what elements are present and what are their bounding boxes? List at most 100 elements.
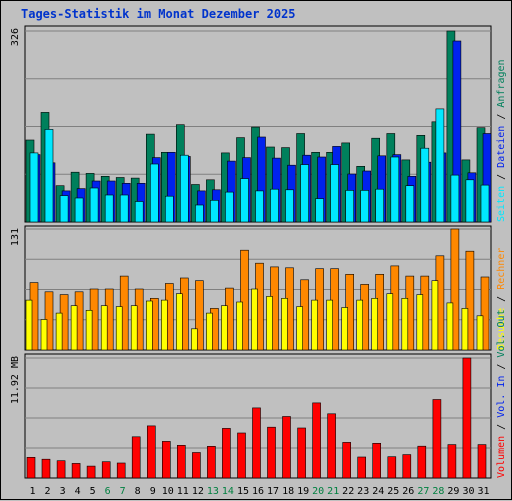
y-max-label: 131 [10, 228, 21, 246]
bar-besuche [40, 319, 48, 351]
x-tick-label: 21 [327, 486, 339, 497]
bar-seiten [270, 188, 279, 223]
bar-volumen [101, 461, 111, 479]
bar-seiten [300, 164, 309, 223]
bar-volumen [116, 462, 126, 479]
bar-seiten [465, 179, 475, 223]
bar-volumen [342, 442, 352, 479]
bar-besuche [146, 300, 153, 351]
x-tick-label: 19 [297, 486, 309, 497]
bar-volumen [327, 413, 336, 479]
x-tick-label: 8 [135, 486, 141, 497]
bar-volumen [402, 454, 412, 479]
x-tick-label: 6 [105, 486, 111, 497]
bar-besuche [206, 312, 213, 351]
bar-volumen [297, 427, 306, 479]
bar-besuche [431, 280, 439, 351]
bar-volumen [86, 465, 96, 479]
bar-besuche [191, 328, 198, 351]
bar-volumen [71, 463, 81, 479]
legend-entry: Seiten [496, 186, 507, 222]
x-tick-label: 17 [267, 486, 279, 497]
x-tick-label: 9 [150, 486, 156, 497]
x-tick-label: 10 [162, 486, 174, 497]
bar-seiten [240, 178, 249, 223]
x-tick-label: 27 [417, 486, 429, 497]
legend-entry: / [496, 108, 507, 126]
legend-entry: Vol. In [496, 376, 507, 418]
legend-entry: / [496, 358, 507, 376]
bar-volumen [41, 458, 51, 479]
bar-seiten [29, 152, 39, 223]
bar-besuche [371, 297, 379, 351]
bar-volumen [432, 399, 442, 479]
legend-entry: Volumen [496, 436, 507, 478]
bar-besuche [130, 305, 138, 351]
bar-seiten [285, 189, 294, 223]
bar-seiten [180, 154, 189, 223]
bar-seiten [134, 201, 144, 223]
bar-volumen [312, 402, 321, 479]
bar-besuche [221, 305, 228, 351]
bar-seiten [390, 156, 400, 223]
bar-seiten [480, 184, 490, 223]
bar-seiten [89, 187, 99, 223]
bar-besuche [115, 306, 123, 351]
x-tick-label: 14 [222, 486, 234, 497]
bar-seiten [435, 108, 445, 223]
bar-rechner [240, 249, 249, 351]
y-max-label: 326 [10, 28, 21, 46]
side-legend: Seiten / Dateien / Anfragen [496, 59, 507, 222]
bar-seiten [405, 185, 415, 223]
bar-seiten [330, 164, 339, 223]
bar-besuche [401, 297, 409, 351]
bar-seiten [195, 204, 204, 223]
x-tick-label: 29 [447, 486, 459, 497]
bar-besuche [251, 288, 258, 351]
x-tick-label: 11 [177, 486, 189, 497]
bar-besuche [311, 299, 318, 351]
bar-seiten [104, 194, 114, 223]
x-tick-label: 2 [44, 486, 50, 497]
bar-volumen [207, 445, 216, 479]
bar-seiten [225, 191, 234, 223]
x-tick-label: 30 [462, 486, 474, 497]
x-tick-label: 13 [207, 486, 219, 497]
bar-seiten [315, 198, 324, 223]
x-tick-label: 31 [477, 486, 489, 497]
x-tick-label: 16 [252, 486, 264, 497]
bar-seiten [74, 197, 84, 223]
bar-seiten [150, 163, 159, 223]
bar-besuche [25, 299, 33, 351]
x-tick-label: 24 [372, 486, 384, 497]
bar-besuche [326, 299, 333, 351]
legend-entry: Besuche [496, 308, 507, 350]
x-tick-label: 20 [312, 486, 324, 497]
bar-besuche [356, 299, 364, 351]
legend-entry: / [496, 168, 507, 186]
x-tick-label: 15 [237, 486, 249, 497]
x-tick-label: 3 [60, 486, 66, 497]
bar-besuche [296, 306, 303, 351]
legend-entry: Vol. Out [496, 309, 507, 357]
bar-seiten [450, 174, 460, 223]
bar-besuche [55, 312, 63, 351]
bar-volumen [177, 444, 186, 479]
bar-volumen [417, 445, 427, 479]
bar-besuche [416, 294, 424, 351]
bar-seiten [119, 194, 129, 223]
bar-volumen [387, 456, 397, 479]
x-tick-label: 28 [432, 486, 444, 497]
bar-besuche [281, 297, 288, 351]
bar-besuche [161, 299, 168, 351]
bar-volumen [192, 452, 201, 479]
side-legend: Besuche / Rechner [496, 248, 507, 350]
x-tick-label: 25 [387, 486, 399, 497]
bar-volumen [252, 407, 261, 479]
x-tick-label: 26 [402, 486, 414, 497]
bar-besuche [476, 315, 484, 351]
side-legend: Volumen / Vol. In / Vol. Out [496, 309, 507, 478]
bar-seiten [255, 190, 264, 223]
